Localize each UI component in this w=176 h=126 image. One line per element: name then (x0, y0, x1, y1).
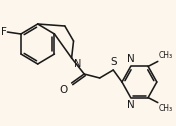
Text: O: O (59, 85, 68, 95)
Text: CH₃: CH₃ (159, 104, 173, 113)
Text: N: N (127, 54, 135, 64)
Text: N: N (127, 100, 135, 110)
Text: F: F (1, 27, 6, 37)
Text: CH₃: CH₃ (159, 51, 173, 60)
Text: N: N (74, 59, 81, 69)
Text: S: S (110, 57, 117, 67)
